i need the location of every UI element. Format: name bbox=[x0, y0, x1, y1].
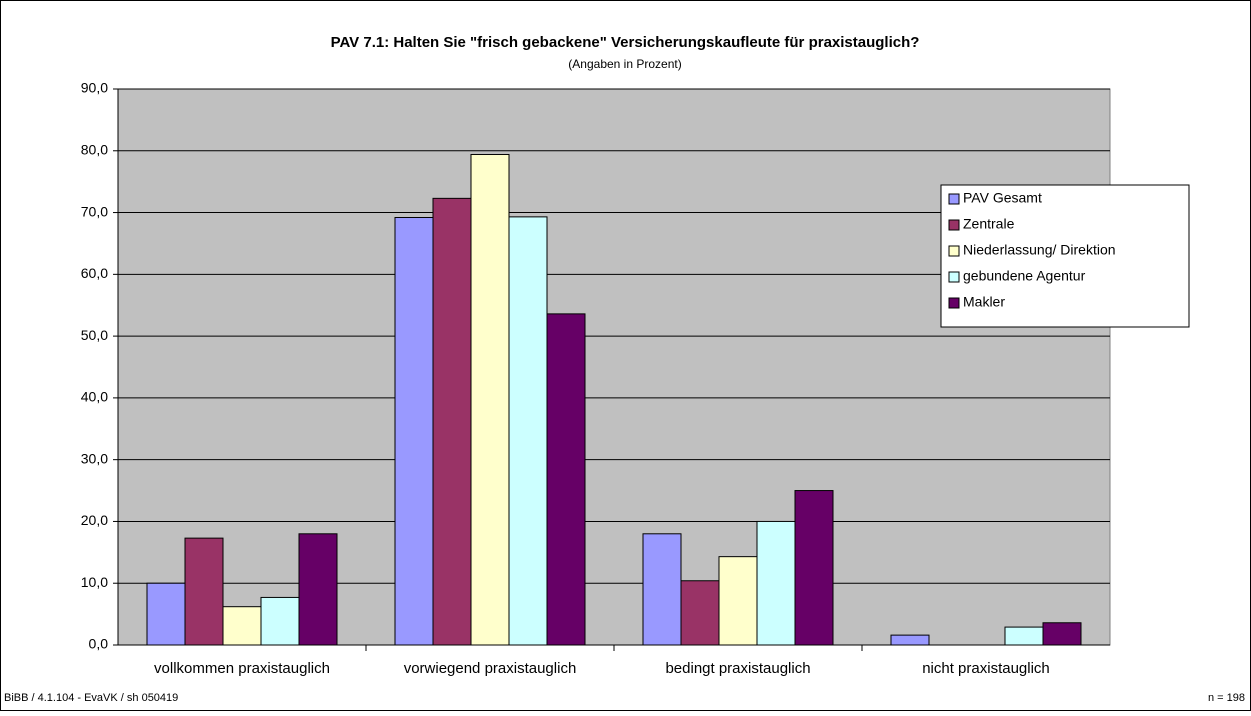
legend-swatch bbox=[948, 245, 960, 257]
bar bbox=[794, 490, 834, 646]
bar bbox=[642, 533, 682, 646]
x-tick-label: vorwiegend praxistauglich bbox=[404, 660, 577, 677]
x-tick-label: nicht praxistauglich bbox=[922, 660, 1050, 677]
bar bbox=[1042, 622, 1082, 646]
chart-subtitle: (Angaben in Prozent) bbox=[568, 57, 681, 71]
bar bbox=[260, 596, 300, 646]
legend-label: gebundene Agentur bbox=[963, 268, 1086, 284]
bar bbox=[890, 634, 930, 646]
bar bbox=[718, 556, 758, 646]
legend-swatch bbox=[948, 297, 960, 309]
y-tick-label: 0,0 bbox=[89, 636, 109, 652]
bar bbox=[546, 313, 586, 646]
x-tick-label: vollkommen praxistauglich bbox=[154, 660, 330, 677]
bar bbox=[146, 582, 186, 646]
bar bbox=[756, 520, 796, 646]
y-tick-label: 60,0 bbox=[81, 265, 108, 281]
legend-swatch bbox=[948, 219, 960, 231]
y-tick-label: 80,0 bbox=[81, 141, 108, 157]
y-tick-label: 90,0 bbox=[81, 80, 108, 96]
legend-box bbox=[940, 184, 1190, 328]
legend-swatch bbox=[948, 271, 960, 283]
legend-label: PAV Gesamt bbox=[963, 190, 1042, 206]
bar bbox=[680, 580, 720, 646]
y-tick-label: 10,0 bbox=[81, 574, 108, 590]
y-tick-label: 70,0 bbox=[81, 203, 108, 219]
bar bbox=[508, 216, 548, 646]
legend-label: Makler bbox=[963, 294, 1005, 310]
bar bbox=[1004, 626, 1044, 646]
bar bbox=[222, 606, 262, 646]
footer-right: n = 198 bbox=[1208, 692, 1245, 704]
chart-title: PAV 7.1: Halten Sie "frisch gebackene" V… bbox=[331, 34, 920, 51]
legend-label: Zentrale bbox=[963, 216, 1015, 232]
plot-area bbox=[117, 88, 1111, 646]
y-tick-label: 50,0 bbox=[81, 327, 108, 343]
footer-left: BiBB / 4.1.104 - EvaVK / sh 050419 bbox=[4, 692, 178, 704]
y-tick-label: 40,0 bbox=[81, 389, 108, 405]
bar bbox=[298, 533, 338, 646]
legend-swatch bbox=[948, 193, 960, 205]
y-tick-label: 30,0 bbox=[81, 450, 108, 466]
x-tick-label: bedingt praxistauglich bbox=[665, 660, 810, 677]
legend-label: Niederlassung/ Direktion bbox=[963, 242, 1116, 258]
bar bbox=[432, 197, 472, 646]
bar bbox=[394, 216, 434, 646]
bar bbox=[184, 537, 224, 646]
y-tick-label: 20,0 bbox=[81, 512, 108, 528]
bar bbox=[470, 153, 510, 646]
